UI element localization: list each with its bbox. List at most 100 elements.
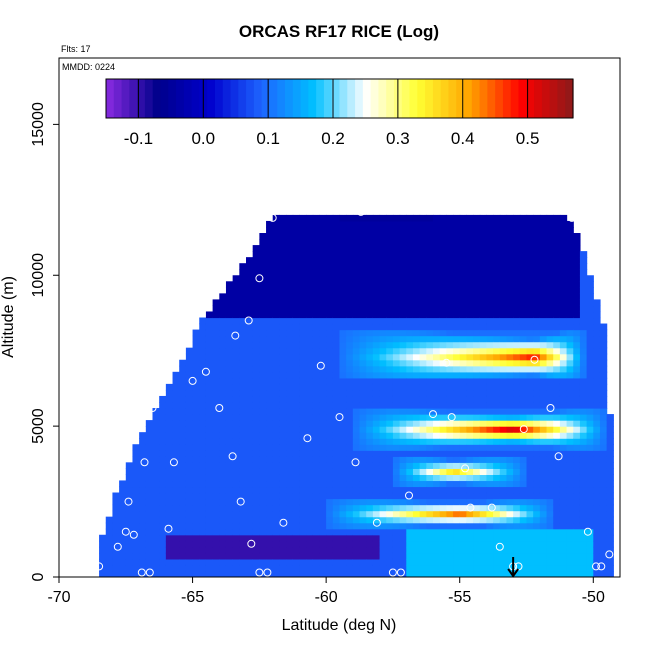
heatmap-cell	[192, 468, 200, 475]
heatmap-cell	[586, 414, 594, 421]
heatmap-cell	[366, 257, 374, 264]
heatmap-cell	[433, 468, 441, 475]
heatmap-cell	[306, 480, 314, 488]
heatmap-cell	[326, 359, 334, 367]
heatmap-cell	[479, 516, 488, 524]
heatmap-cell	[426, 438, 434, 445]
heatmap-cell	[239, 474, 247, 482]
heatmap-cell	[473, 353, 481, 361]
heatmap-cell	[459, 323, 467, 331]
heatmap-cell	[386, 263, 394, 270]
heatmap-cell	[179, 468, 187, 475]
heatmap-cell	[212, 456, 220, 463]
flight-marker	[113, 542, 122, 551]
heatmap-cell	[573, 510, 581, 518]
heatmap-cell	[179, 450, 187, 457]
heatmap-cell	[145, 510, 154, 518]
heatmap-cell	[446, 558, 454, 566]
heatmap-cell	[179, 401, 187, 409]
heatmap-cell	[279, 311, 287, 319]
heatmap-cell	[479, 371, 488, 379]
heatmap-cell	[566, 359, 574, 367]
heatmap-cell	[533, 492, 541, 500]
heatmap-cell	[326, 534, 334, 542]
flight-marker	[236, 497, 245, 506]
heatmap-cell	[513, 214, 521, 222]
heatmap-cell	[306, 365, 314, 373]
heatmap-cell	[546, 540, 554, 548]
heatmap-cell	[513, 432, 521, 439]
heatmap-cell	[219, 522, 227, 530]
heatmap-cell	[266, 281, 274, 288]
heatmap-cell	[426, 468, 434, 475]
heatmap-cell	[379, 226, 387, 234]
colorbar-cell	[440, 79, 450, 118]
heatmap-cell	[225, 287, 234, 294]
heatmap-cell	[479, 504, 488, 512]
heatmap-cell	[372, 444, 381, 451]
heatmap-cell	[546, 558, 554, 566]
heatmap-cell	[392, 287, 401, 294]
heatmap-cell	[486, 251, 494, 258]
heatmap-cell	[132, 540, 140, 548]
heatmap-cell	[219, 341, 227, 349]
heatmap-cell	[225, 395, 234, 403]
heatmap-cell	[399, 347, 407, 355]
heatmap-cell	[366, 504, 374, 512]
heatmap-cell	[205, 317, 214, 325]
heatmap-cell	[433, 317, 441, 325]
heatmap-cell	[493, 474, 501, 482]
heatmap-cell	[272, 341, 280, 349]
heatmap-cell	[239, 414, 247, 421]
heatmap-cell	[579, 528, 588, 536]
heatmap-cell	[526, 480, 534, 488]
heatmap-cell	[286, 377, 294, 385]
heatmap-cell	[199, 540, 207, 548]
heatmap-cell	[513, 474, 521, 482]
heatmap-cell	[599, 450, 608, 457]
heatmap-cell	[486, 263, 494, 270]
heatmap-cell	[433, 540, 441, 548]
heatmap-cell	[599, 546, 608, 554]
heatmap-cell	[346, 516, 354, 524]
heatmap-cell	[466, 311, 474, 319]
heatmap-cell	[479, 281, 488, 288]
heatmap-cell	[473, 558, 481, 566]
heatmap-cell	[332, 341, 341, 349]
heatmap-cell	[132, 498, 140, 506]
heatmap-cell	[526, 552, 534, 560]
heatmap-cell	[312, 504, 321, 512]
heatmap-cell	[372, 389, 381, 397]
heatmap-cell	[479, 220, 488, 228]
heatmap-cell	[566, 389, 574, 397]
heatmap-cell	[566, 371, 574, 379]
heatmap-cell	[119, 570, 127, 577]
heatmap-cell	[546, 570, 554, 577]
heatmap-cell	[539, 462, 548, 469]
heatmap-cell	[312, 371, 321, 379]
heatmap-cell	[279, 251, 287, 258]
heatmap-cell	[326, 305, 334, 313]
heatmap-cell	[225, 498, 234, 506]
heatmap-cell	[292, 311, 301, 319]
heatmap-cell	[212, 462, 220, 469]
flight-marker	[442, 358, 451, 367]
heatmap-cell	[486, 420, 494, 427]
heatmap-cell	[566, 251, 574, 258]
heatmap-cell	[446, 540, 454, 548]
heatmap-cell	[473, 474, 481, 482]
heatmap-cell	[132, 510, 140, 518]
heatmap-cell	[199, 414, 207, 421]
heatmap-cell	[205, 347, 214, 355]
heatmap-cell	[392, 251, 401, 258]
heatmap-cell	[286, 245, 294, 252]
heatmap-cell	[506, 468, 514, 475]
heatmap-cell	[205, 552, 214, 560]
heatmap-cell	[366, 462, 374, 469]
heatmap-cell	[219, 498, 227, 506]
heatmap-cell	[573, 558, 581, 566]
heatmap-cell	[352, 570, 361, 577]
heatmap-cell	[392, 317, 401, 325]
heatmap-cell	[526, 395, 534, 403]
heatmap-cell	[526, 365, 534, 373]
